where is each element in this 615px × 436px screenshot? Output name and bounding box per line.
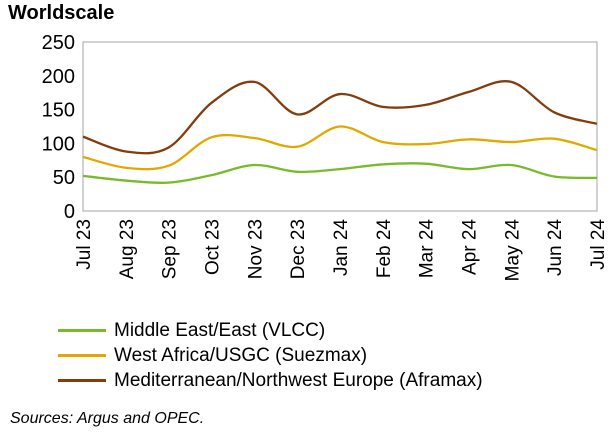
legend: Middle East/East (VLCC) West Africa/USGC… — [58, 318, 483, 393]
y-tick-label: 100 — [42, 133, 75, 155]
legend-swatch — [58, 329, 106, 332]
legend-label: Middle East/East (VLCC) — [114, 319, 326, 341]
y-tick-label: 150 — [42, 100, 75, 122]
x-tick-label: Oct 23 — [203, 219, 224, 275]
legend-item: Middle East/East (VLCC) — [58, 318, 483, 343]
x-tick-label: Dec 23 — [288, 219, 309, 279]
x-tick-label: May 24 — [502, 219, 523, 282]
y-tick-label: 200 — [42, 66, 75, 88]
source-note: Sources: Argus and OPEC. — [10, 410, 205, 427]
x-tick-label: Aug 23 — [117, 219, 138, 279]
series-line — [82, 162, 598, 184]
series-line — [82, 125, 598, 171]
y-tick-label: 0 — [64, 201, 75, 223]
legend-label: Mediterranean/Northwest Europe (Aframax) — [114, 369, 483, 391]
x-tick-label: Jan 24 — [331, 219, 352, 276]
plot-area — [82, 41, 598, 212]
legend-item: West Africa/USGC (Suezmax) — [58, 343, 483, 368]
chart-title: Worldscale — [8, 2, 115, 24]
x-tick-label: Sep 23 — [160, 219, 181, 279]
x-tick-label: Nov 23 — [245, 219, 266, 279]
legend-swatch — [58, 354, 106, 357]
y-tick-label: 50 — [53, 167, 75, 189]
legend-label: West Africa/USGC (Suezmax) — [114, 344, 368, 366]
x-tick-label: Jul 24 — [588, 219, 609, 270]
x-tick-label: Feb 24 — [374, 219, 395, 279]
x-tick-label: Mar 24 — [417, 219, 438, 279]
legend-swatch — [58, 379, 106, 382]
x-tick-label: Jul 23 — [74, 219, 95, 270]
legend-item: Mediterranean/Northwest Europe (Aframax) — [58, 368, 483, 393]
x-tick-label: Apr 24 — [460, 219, 481, 275]
x-tick-label: Jun 24 — [545, 219, 566, 276]
y-tick-label: 250 — [42, 32, 75, 54]
